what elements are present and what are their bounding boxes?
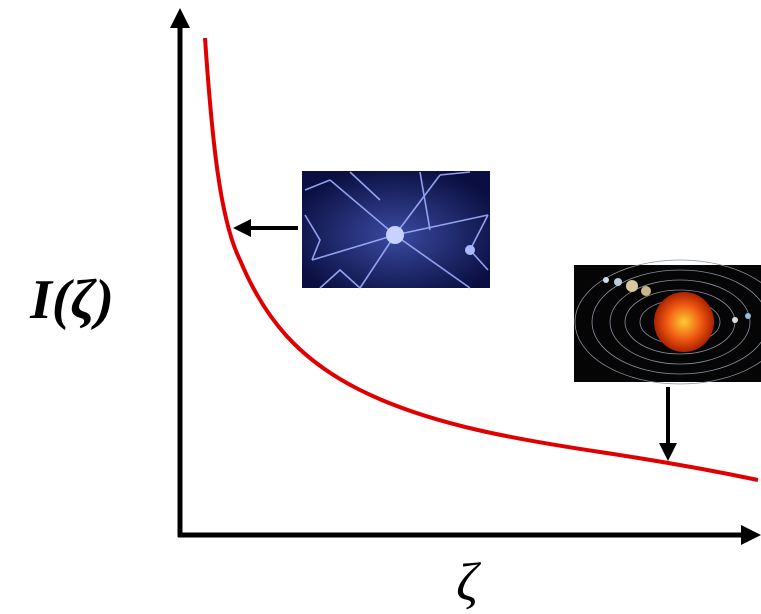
x-axis-label: ζ — [456, 552, 481, 612]
solar-system-image — [574, 260, 761, 384]
neuron-image — [302, 171, 490, 288]
x-axis-arrowhead — [741, 525, 761, 545]
y-axis-label: I(ζ) — [29, 269, 114, 331]
diagram: I(ζ) ζ — [0, 0, 761, 614]
y-axis-arrowhead — [170, 8, 190, 28]
